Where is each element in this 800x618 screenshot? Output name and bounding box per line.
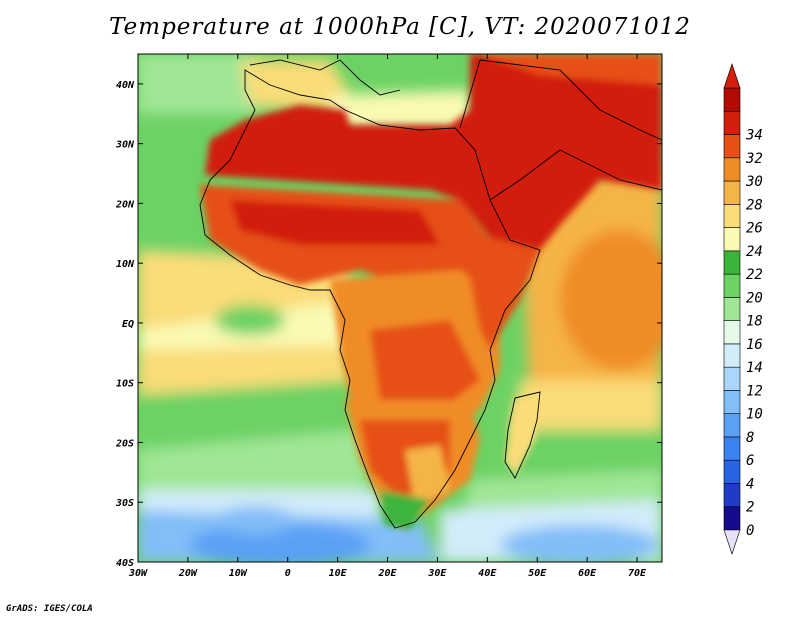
- lon-tick-label: 20E: [377, 568, 397, 579]
- colorbar-swatch: [723, 459, 741, 484]
- colorbar-label: 16: [746, 337, 763, 353]
- colorbar-swatch: [723, 157, 741, 182]
- colorbar-label: 24: [746, 244, 763, 260]
- colorbar-label: 8: [746, 430, 754, 446]
- lat-tick-label: 30S: [115, 498, 134, 509]
- colorbar-swatch: [723, 273, 741, 298]
- colorbar-label: 30: [745, 174, 763, 190]
- colorbar-label: 18: [746, 314, 763, 330]
- lon-tick-label: 50E: [528, 568, 547, 579]
- map-axes: 30W 20W 10W 0 10E 20E 30E 40E 50E 60E 70E 40N 30N 20N…: [115, 54, 662, 579]
- map-frame: [137, 53, 663, 563]
- colorbar-swatch: [723, 366, 741, 391]
- lon-tick-label: 10W: [229, 568, 248, 579]
- lat-tick-label: 20S: [115, 438, 134, 449]
- colorbar-swatch: [723, 506, 741, 531]
- colorbar-swatch: [723, 87, 741, 112]
- lat-tick-label: 10S: [116, 379, 134, 390]
- lon-tick-label: 10E: [329, 568, 348, 579]
- lat-tick-label: 40S: [116, 558, 134, 569]
- colorbar-swatch: [723, 134, 741, 159]
- colorbar-swatch: [723, 436, 741, 461]
- lat-tick-label: 40N: [116, 80, 135, 91]
- colorbar-swatch: [723, 390, 741, 414]
- colorbar-label: 34: [745, 128, 763, 144]
- lon-tick-label: 70E: [628, 568, 647, 579]
- colorbar-swatch: [723, 483, 741, 508]
- colorbar-label: 6: [746, 453, 754, 469]
- colorbar-swatch: [723, 227, 741, 252]
- colorbar-swatch: [723, 250, 741, 275]
- colorbar-swatch: [723, 413, 741, 438]
- temperature-field: [138, 54, 662, 562]
- lat-tick-label: 20N: [115, 199, 135, 210]
- colorbar-label: 0: [746, 523, 754, 539]
- lon-tick-label: 60E: [578, 568, 597, 579]
- colorbar-swatch: [723, 297, 741, 321]
- coastlines: [199, 59, 662, 529]
- colorbar-label: 10: [746, 407, 763, 423]
- lon-tick-label: 0: [285, 568, 291, 579]
- lat-tick-label: EQ: [122, 319, 134, 330]
- colorbar-label: 2: [746, 500, 754, 516]
- lat-tick-label: 30N: [115, 140, 135, 151]
- colorbar-label: 12: [746, 383, 763, 399]
- colorbar-label: 22: [746, 267, 763, 283]
- colorbar-over-arrow: [723, 63, 741, 89]
- colorbar-label: 32: [745, 151, 763, 167]
- lon-tick-label: 30W: [128, 568, 148, 579]
- lon-tick-label: 40E: [478, 568, 497, 579]
- colorbar-under-arrow: [723, 529, 741, 555]
- colorbar-label: 28: [746, 197, 763, 213]
- colorbar-label: 14: [746, 360, 763, 376]
- lon-tick-label: 30E: [427, 568, 447, 579]
- colorbar-swatch: [723, 204, 741, 228]
- colorbar-label: 26: [746, 221, 763, 237]
- lon-tick-label: 20W: [178, 568, 198, 579]
- colorbar-swatch: [723, 343, 741, 368]
- lat-tick-label: 10N: [116, 259, 135, 270]
- colorbar-swatch: [723, 180, 741, 205]
- credit-text: GrADS: IGES/COLA: [6, 604, 93, 614]
- map-title: Temperature at 1000hPa [C], VT: 20200710…: [109, 14, 691, 40]
- colorbar-label: 20: [746, 290, 763, 306]
- colorbar-swatch: [723, 320, 741, 345]
- colorbar-label: 4: [746, 476, 754, 492]
- colorbar-swatch: [723, 110, 741, 135]
